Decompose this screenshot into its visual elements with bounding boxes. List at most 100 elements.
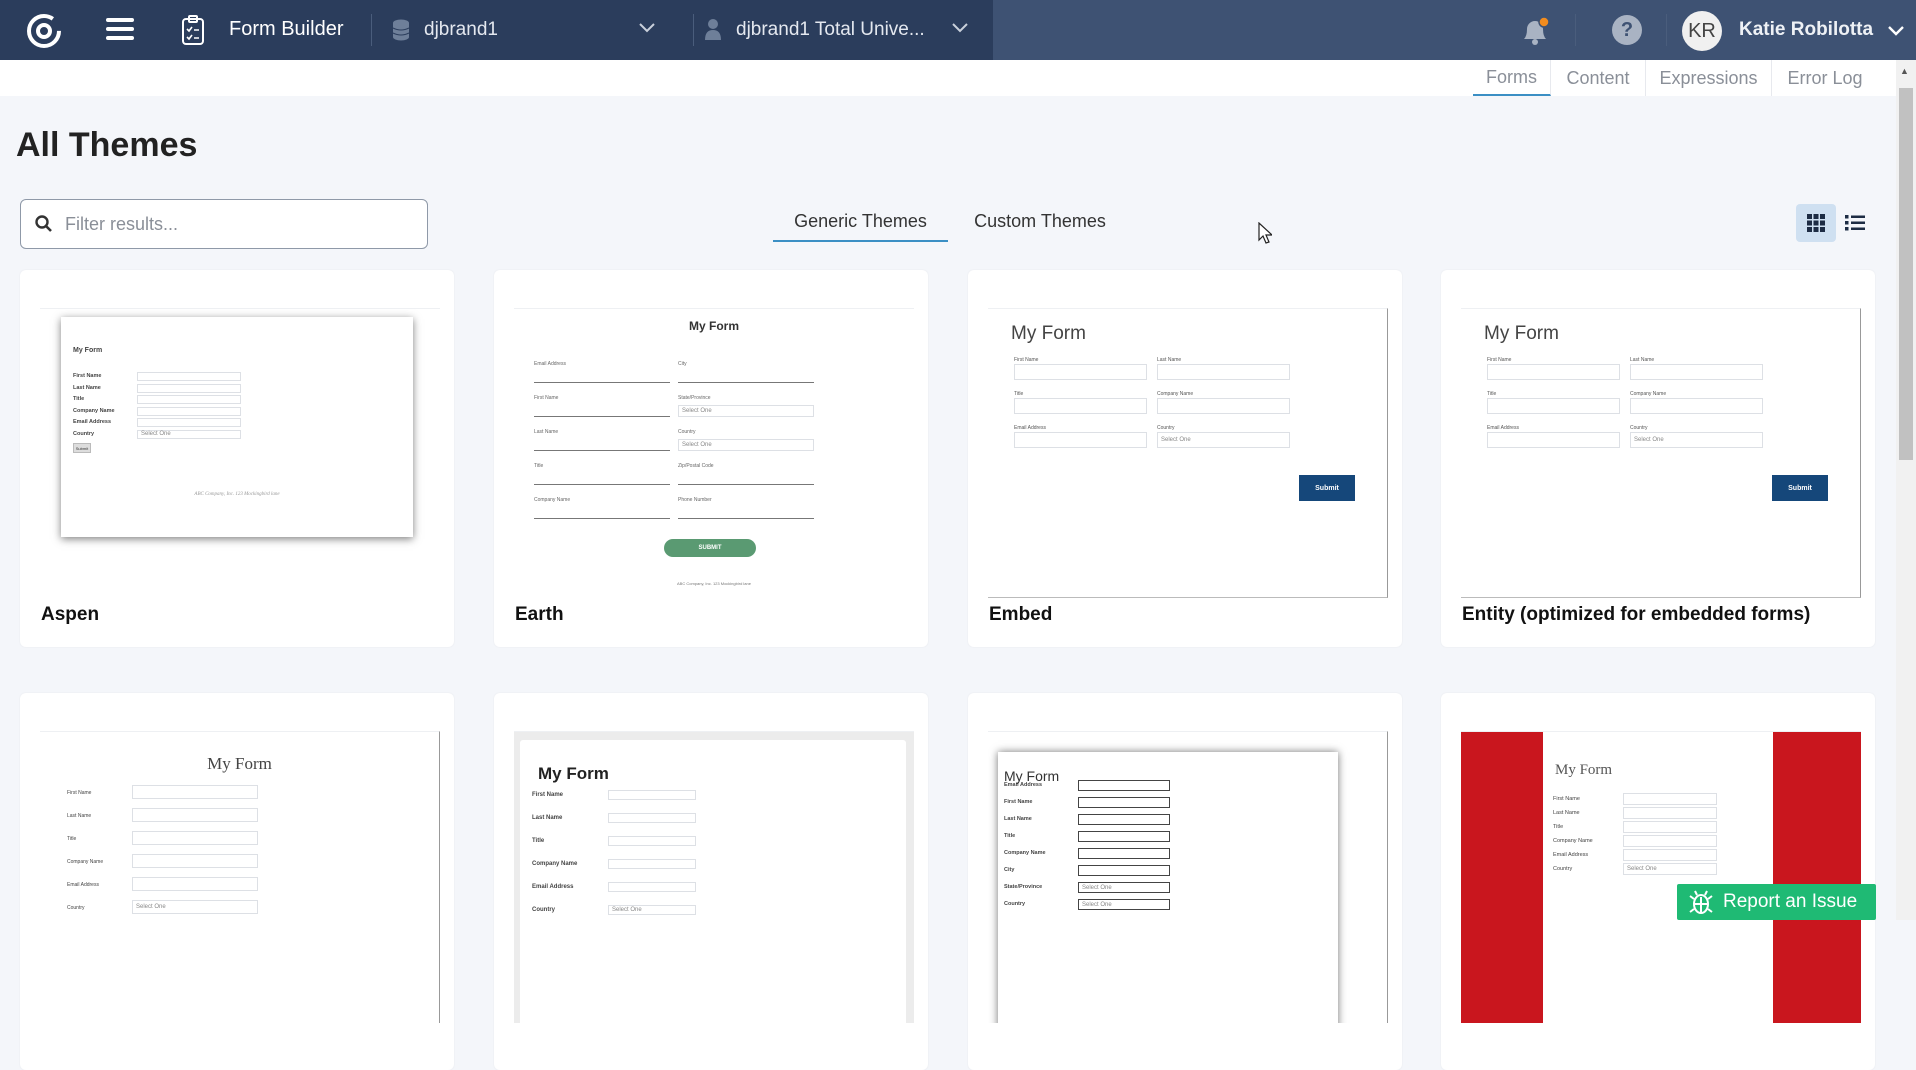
grid-icon (1807, 214, 1825, 232)
preview-title: My Form (207, 754, 272, 773)
preview-input (534, 439, 670, 451)
clipboard-icon (181, 14, 205, 46)
field-label: Country (532, 907, 555, 913)
search-box[interactable] (20, 199, 428, 249)
theme-name: Embed (989, 604, 1053, 625)
preview-input (678, 371, 814, 383)
preview-select: Select One (678, 405, 814, 417)
theme-card[interactable]: My Form First Name Last Name Title Company N… (494, 693, 928, 1070)
theme-preview: My Form First Name Last Name Title Company N… (1461, 731, 1861, 1023)
theme-preview: My Form Email Address First Name Last Name T… (988, 731, 1388, 1023)
preview-title: My Form (1011, 323, 1086, 344)
field-label: Title (1014, 391, 1024, 397)
theme-card[interactable]: My Form First Name Last Name Title Company N… (1441, 693, 1875, 1070)
field-label: Email Address (1014, 425, 1046, 431)
select-value: Select One (1082, 884, 1112, 891)
tab-generic-themes[interactable]: Generic Themes (773, 208, 948, 242)
tab-content[interactable]: Content (1551, 60, 1646, 96)
preview-input (1157, 398, 1290, 414)
app-title: Form Builder (229, 18, 344, 40)
field-label: Last Name (1157, 357, 1182, 363)
preview-input (137, 395, 241, 404)
report-issue-button[interactable]: Report an Issue (1677, 884, 1876, 920)
filter-results-input[interactable] (65, 213, 405, 235)
preview-select: Select One (1157, 432, 1290, 448)
theme-card[interactable]: My Form Email Address First Name Last Name T… (968, 693, 1402, 1070)
user-menu-chevron-down-icon[interactable] (1887, 25, 1905, 37)
database-icon (392, 19, 410, 41)
theme-card[interactable]: My Form First Name Last Name Title Company N… (20, 270, 454, 647)
list-view-button[interactable] (1835, 204, 1875, 242)
preview-submit-button: SUBMIT (664, 539, 756, 557)
theme-card[interactable]: My Form First Name Last Name Title Company N… (20, 693, 454, 1070)
preview-input (1014, 364, 1147, 380)
account-chevron-down-icon[interactable] (951, 22, 969, 34)
preview-input (1623, 821, 1717, 833)
field-label: Company Name (73, 407, 115, 414)
select-value: Select One (141, 431, 171, 437)
scrollbar-thumb[interactable] (1899, 88, 1913, 460)
field-label: Company Name (1004, 850, 1046, 856)
field-label: Title (1553, 824, 1564, 830)
field-label: Company Name (1157, 391, 1194, 397)
field-label: State/Province (678, 395, 711, 401)
help-icon[interactable]: ? (1612, 15, 1642, 45)
tab-forms[interactable]: Forms (1473, 60, 1551, 96)
notifications-bell-icon[interactable] (1520, 15, 1550, 47)
theme-preview: My Form First Name Last Name Title Company N… (40, 731, 440, 1023)
user-name[interactable]: Katie Robilotta (1739, 19, 1874, 40)
preview-input (137, 372, 241, 381)
preview-input (1014, 398, 1147, 414)
tab-custom-themes[interactable]: Custom Themes (974, 211, 1106, 231)
field-label: Country (73, 430, 95, 437)
preview-select: Select One (1078, 882, 1170, 893)
preview-input (1487, 398, 1620, 414)
menu-icon[interactable] (106, 16, 134, 42)
field-label: Last Name (532, 815, 563, 821)
field-label: First Name (67, 790, 92, 796)
account-selector[interactable]: djbrand1 Total Unive... (736, 19, 925, 40)
field-label: First Name (1487, 357, 1512, 363)
section-tabs: Forms Content Expressions Error Log (0, 60, 1896, 96)
field-label: Company Name (534, 497, 571, 503)
select-value: Select One (1161, 437, 1191, 443)
theme-card[interactable]: My Form Email Address City First Name State/… (494, 270, 928, 647)
preview-footer: ABC Company, Inc. 123 Mockingbird lane (194, 492, 280, 497)
preview-title: My Form (538, 764, 609, 783)
select-value: Select One (1634, 437, 1664, 443)
app-logo-icon[interactable] (24, 10, 64, 50)
preview-input (1014, 432, 1147, 448)
preview-input (678, 507, 814, 519)
preview-input (1623, 807, 1717, 819)
select-value: Select One (682, 442, 712, 448)
preview-input (1078, 814, 1170, 825)
field-label: Title (532, 838, 545, 844)
theme-card[interactable]: My Form First Name Last Name Title Company N… (1441, 270, 1875, 647)
avatar[interactable]: KR (1682, 11, 1722, 51)
scroll-up-arrow-icon[interactable]: ▲ (1900, 66, 1909, 76)
field-label: First Name (532, 792, 564, 798)
field-label: Company Name (67, 859, 104, 865)
field-label: Country (1157, 425, 1175, 431)
field-label: First Name (73, 373, 102, 379)
preview-input (137, 406, 241, 416)
top-navigation-bar: Form Builder djbrand1 djbrand1 Total Uni… (0, 0, 1916, 60)
tab-error-log[interactable]: Error Log (1787, 67, 1863, 88)
theme-card[interactable]: My Form First Name Last Name Title Company N… (968, 270, 1402, 647)
select-value: Select One (612, 907, 642, 913)
database-chevron-down-icon[interactable] (638, 22, 656, 34)
field-label: First Name (534, 395, 559, 401)
preview-input (1078, 848, 1170, 859)
preview-submit-button: Submit (73, 443, 91, 453)
preview-input (534, 507, 670, 519)
field-label: Country (1004, 901, 1026, 907)
mouse-cursor-icon (1258, 222, 1272, 244)
search-icon (35, 215, 52, 232)
tab-expressions[interactable]: Expressions (1646, 60, 1772, 96)
grid-view-button[interactable] (1796, 204, 1836, 242)
field-label: Title (67, 836, 77, 842)
preview-input (1630, 398, 1763, 414)
preview-input (534, 473, 670, 485)
report-issue-label: Report an Issue (1723, 891, 1858, 912)
database-selector[interactable]: djbrand1 (424, 19, 498, 40)
